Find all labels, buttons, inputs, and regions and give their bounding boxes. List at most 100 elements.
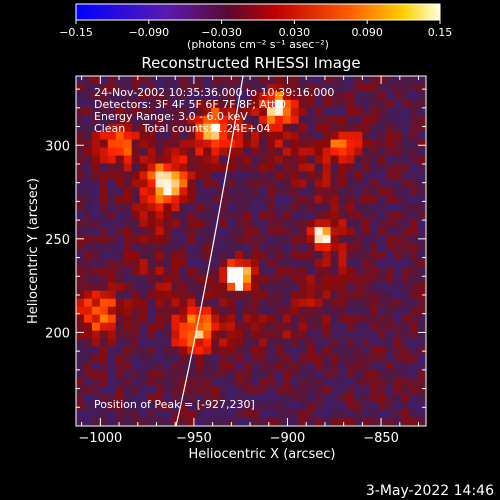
heatmap-cell — [115, 163, 125, 172]
heatmap-cell — [274, 362, 284, 371]
heatmap-cell — [195, 227, 204, 236]
heatmap-cell — [171, 354, 180, 363]
heatmap-cell — [394, 195, 403, 204]
heatmap-cell — [402, 147, 411, 156]
heatmap-cell — [171, 346, 180, 355]
heatmap-cell — [187, 139, 196, 148]
heatmap-cell — [258, 76, 268, 85]
heatmap-cell — [370, 179, 379, 188]
heatmap-cell — [402, 314, 411, 323]
heatmap-cell — [227, 330, 236, 339]
heatmap-cell — [171, 115, 180, 125]
heatmap-cell — [266, 91, 276, 101]
heatmap-cell — [203, 282, 212, 292]
heatmap-cell — [394, 290, 403, 300]
heatmap-cell — [282, 354, 292, 363]
heatmap-cell — [290, 107, 300, 117]
heatmap-cell — [243, 402, 252, 411]
heatmap-cell — [179, 171, 188, 180]
heatmap-cell — [131, 155, 141, 164]
heatmap-cell — [91, 266, 101, 276]
heatmap-cell — [219, 322, 228, 331]
heatmap-cell — [322, 219, 331, 228]
heatmap-cell — [378, 370, 387, 379]
annotations: 24-Nov-2002 10:35:36.000 to 10:39:16.000… — [94, 86, 334, 411]
heatmap-cell — [378, 418, 387, 426]
heatmap-cell — [163, 123, 172, 133]
heatmap-cell — [195, 243, 204, 252]
heatmap-cell — [362, 155, 371, 164]
heatmap-cell — [99, 290, 109, 300]
heatmap-cell — [155, 219, 164, 228]
heatmap-cell — [298, 282, 308, 292]
heatmap-cell — [298, 76, 308, 85]
heatmap-cell — [91, 203, 101, 212]
heatmap-cell — [163, 314, 172, 323]
heatmap-cell — [155, 394, 164, 403]
heatmap-cell — [187, 99, 196, 109]
heatmap-cell — [83, 370, 93, 379]
heatmap-cell — [251, 83, 260, 93]
heatmap-cell — [354, 163, 363, 172]
heatmap-cell — [187, 378, 196, 387]
heatmap-cell — [258, 418, 268, 426]
heatmap-cell — [155, 147, 164, 156]
heatmap-cell — [195, 362, 204, 371]
heatmap-cell — [378, 338, 387, 347]
heatmap-cell — [235, 115, 244, 125]
heatmap-cell — [306, 346, 316, 355]
heatmap-cell — [91, 418, 101, 426]
heatmap-cell — [402, 354, 411, 363]
heatmap-cell — [179, 258, 188, 268]
heatmap-cell — [386, 91, 395, 101]
heatmap-cell — [402, 76, 411, 85]
heatmap-cell — [258, 258, 268, 268]
heatmap-cell — [139, 155, 148, 164]
heatmap-cell — [107, 306, 117, 316]
heatmap-cell — [219, 346, 228, 355]
heatmap-cell — [163, 330, 172, 339]
heatmap-cell — [258, 378, 268, 387]
heatmap-cell — [322, 258, 331, 268]
heatmap-cell — [179, 91, 188, 101]
heatmap-cell — [115, 378, 125, 387]
heatmap-cell — [115, 99, 125, 109]
heatmap-cell — [346, 330, 355, 339]
heatmap-cell — [314, 115, 323, 125]
heatmap-cell — [163, 402, 172, 411]
heatmap-cell — [107, 147, 117, 156]
heatmap-cell — [99, 155, 109, 164]
heatmap-cell — [306, 258, 316, 268]
heatmap-cell — [91, 163, 101, 172]
heatmap-cell — [394, 370, 403, 379]
heatmap-cell — [227, 362, 236, 371]
heatmap-cell — [282, 211, 292, 220]
heatmap-image — [76, 76, 426, 426]
heatmap-cell — [139, 386, 148, 395]
heatmap-cell — [99, 203, 109, 212]
heatmap-cell — [91, 378, 101, 387]
heatmap-cell — [314, 195, 323, 204]
heatmap-cell — [298, 187, 308, 196]
heatmap-cell — [266, 306, 276, 316]
heatmap-cell — [83, 107, 93, 117]
heatmap-cell — [306, 195, 316, 204]
heatmap-cell — [179, 147, 188, 156]
heatmap-cell — [219, 227, 228, 236]
heatmap-cell — [386, 139, 395, 148]
heatmap-cell — [402, 362, 411, 371]
heatmap-cell — [386, 115, 395, 125]
heatmap-cell — [123, 179, 133, 188]
heatmap-cell — [338, 282, 347, 292]
heatmap-cell — [99, 314, 109, 323]
heatmap-cell — [402, 139, 411, 148]
heatmap-cell — [362, 235, 371, 244]
heatmap-cell — [330, 346, 339, 355]
heatmap-cell — [370, 171, 379, 180]
heatmap-cell — [258, 211, 268, 220]
heatmap-cell — [274, 306, 284, 316]
heatmap-cell — [354, 187, 363, 196]
heatmap-cell — [274, 394, 284, 403]
heatmap-cell — [330, 219, 339, 228]
heatmap-cell — [314, 203, 323, 212]
